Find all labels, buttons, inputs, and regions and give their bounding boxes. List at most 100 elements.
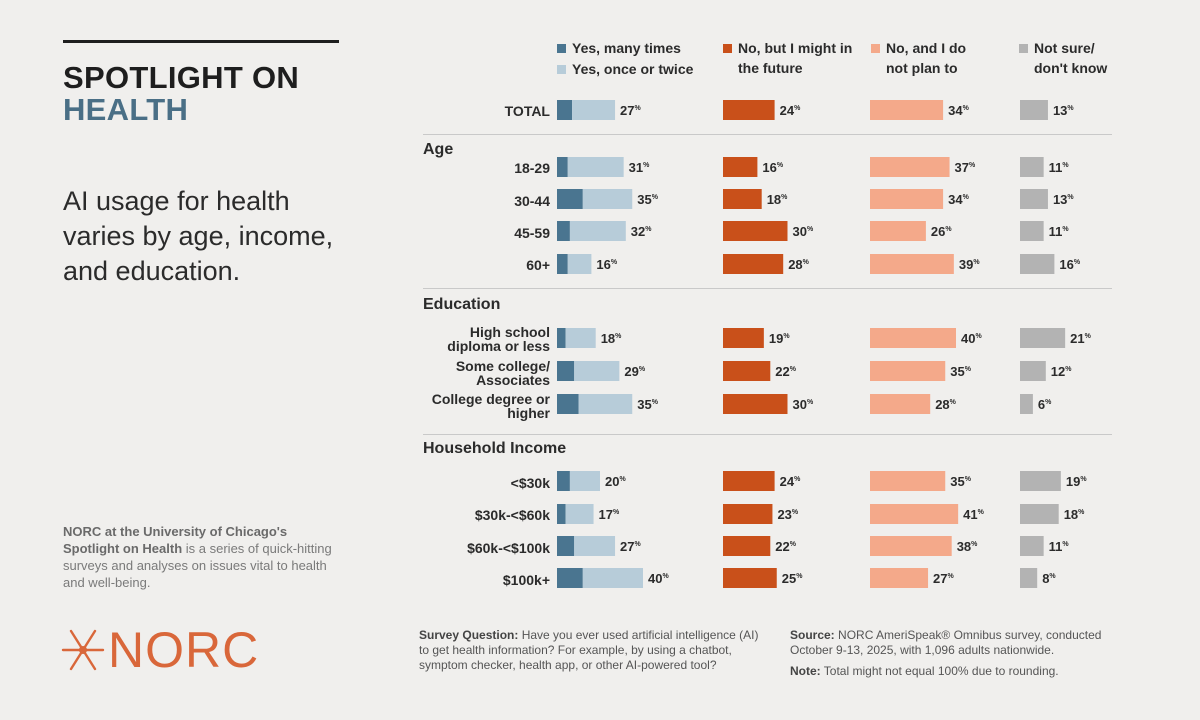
row-label-college-degree: College degree or higher	[431, 391, 550, 421]
bar-yes-once	[569, 471, 600, 491]
value-label-not-sure: 12%	[1051, 364, 1072, 379]
note-label: Note:	[790, 664, 821, 678]
legend-no-plan: No, and I do not plan to	[886, 40, 967, 76]
value-label-no-future: 23%	[777, 507, 798, 522]
value-label-not-sure: 21%	[1070, 331, 1091, 346]
value-label-no-plan: 26%	[931, 224, 952, 239]
about-text: NORC at the University of Chicago's Spot…	[63, 523, 343, 591]
row-label-100k-plus: $100k+	[502, 572, 550, 588]
bar-yes-many	[557, 568, 583, 588]
bar-yes-once	[582, 568, 643, 588]
about-org: NORC at the University of Chicago's	[63, 524, 288, 539]
about-rest: is a series of quick-hitting surveys and…	[63, 541, 332, 590]
bar-no-future	[723, 221, 788, 241]
note-text: Total might not equal 100% due to roundi…	[823, 664, 1059, 678]
value-label-yes: 18%	[601, 331, 622, 346]
source-label: Source:	[790, 628, 835, 642]
separator-education	[423, 288, 1112, 289]
bar-no-plan	[870, 254, 954, 274]
bar-no-future	[723, 471, 775, 491]
source-text: NORC AmeriSpeak® Omnibus survey, conduct…	[790, 628, 1102, 657]
bar-no-plan	[870, 221, 926, 241]
value-label-not-sure: 13%	[1053, 192, 1074, 207]
value-label-not-sure: 8%	[1042, 571, 1056, 586]
bar-yes-once	[582, 189, 633, 209]
row-label-60k-100k: $60k-<$100k	[467, 540, 550, 556]
value-label-no-plan: 39%	[959, 257, 980, 272]
legend-yes-once: Yes, once or twice	[572, 61, 694, 77]
bar-yes-many	[557, 157, 568, 177]
bar-no-plan	[870, 504, 959, 524]
bar-no-future	[723, 100, 775, 120]
legend-no-future: No, but I might in the future	[738, 40, 853, 76]
value-label-no-future: 22%	[775, 364, 796, 379]
bar-yes-many	[557, 221, 570, 241]
bar-no-future	[723, 394, 788, 414]
legend-swatch-no-plan	[871, 44, 880, 53]
row-label-high-school: High school diploma or less	[447, 324, 550, 354]
bar-no-future	[723, 568, 777, 588]
bar-no-plan	[870, 471, 946, 491]
spotlight-title-line1: SPOTLIGHT ON	[63, 60, 300, 95]
group-header-education: Education	[423, 296, 501, 313]
bar-not-sure	[1020, 221, 1044, 241]
survey-question-text: Have you ever used artificial intelligen…	[419, 628, 759, 672]
bar-yes-many	[557, 504, 566, 524]
row-label-45-59: 45-59	[514, 225, 550, 241]
row-label-30-44: 30-44	[514, 193, 550, 209]
bar-not-sure	[1020, 536, 1044, 556]
bar-yes-once	[567, 157, 624, 177]
bar-yes-many	[557, 471, 570, 491]
value-label-no-future: 22%	[775, 539, 796, 554]
bar-no-plan	[870, 394, 931, 414]
bar-no-future	[723, 189, 762, 209]
value-label-not-sure: 11%	[1049, 539, 1070, 554]
value-label-no-plan: 38%	[957, 539, 978, 554]
bar-not-sure	[1020, 471, 1061, 491]
row-label-total: TOTAL	[504, 103, 550, 119]
bar-yes-many	[557, 394, 579, 414]
value-label-not-sure: 13%	[1053, 103, 1074, 118]
spotlight-title-line2: HEALTH	[63, 92, 189, 127]
value-label-no-plan: 28%	[935, 397, 956, 412]
legend-swatch-yes-many	[557, 44, 566, 53]
bar-yes-once	[572, 100, 616, 120]
value-label-no-future: 24%	[780, 103, 801, 118]
bar-yes-once	[567, 254, 592, 274]
bar-no-plan	[870, 157, 950, 177]
value-label-yes: 35%	[637, 397, 658, 412]
value-label-no-plan: 40%	[961, 331, 982, 346]
bar-no-future	[723, 361, 771, 381]
bar-yes-many	[557, 189, 583, 209]
value-label-yes: 16%	[596, 257, 617, 272]
bar-not-sure	[1020, 189, 1048, 209]
bar-not-sure	[1020, 100, 1048, 120]
value-label-yes: 20%	[605, 474, 626, 489]
row-label-60-plus: 60+	[526, 257, 550, 273]
value-label-no-plan: 27%	[933, 571, 954, 586]
value-label-no-future: 18%	[767, 192, 788, 207]
bar-yes-many	[557, 328, 566, 348]
bar-not-sure	[1020, 361, 1046, 381]
value-label-no-plan: 41%	[963, 507, 984, 522]
value-label-no-future: 28%	[788, 257, 809, 272]
bar-yes-once	[565, 504, 594, 524]
legend-swatch-no-future	[723, 44, 732, 53]
bar-not-sure	[1020, 328, 1066, 348]
value-label-no-plan: 35%	[950, 474, 971, 489]
value-label-no-plan: 37%	[955, 160, 976, 175]
row-label-under-30k: <$30k	[510, 475, 550, 491]
value-label-yes: 40%	[648, 571, 669, 586]
group-header-age: Age	[423, 141, 454, 158]
bar-no-plan	[870, 536, 952, 556]
value-label-not-sure: 19%	[1066, 474, 1087, 489]
legend-not-sure: Not sure/ don't know	[1034, 40, 1108, 76]
value-label-no-future: 30%	[793, 397, 814, 412]
survey-question-label: Survey Question:	[419, 628, 519, 642]
title-rule	[63, 40, 339, 43]
value-label-not-sure: 11%	[1049, 224, 1070, 239]
value-label-yes: 27%	[620, 103, 641, 118]
bar-not-sure	[1020, 394, 1033, 414]
value-label-not-sure: 6%	[1038, 397, 1052, 412]
value-label-no-plan: 34%	[948, 103, 969, 118]
